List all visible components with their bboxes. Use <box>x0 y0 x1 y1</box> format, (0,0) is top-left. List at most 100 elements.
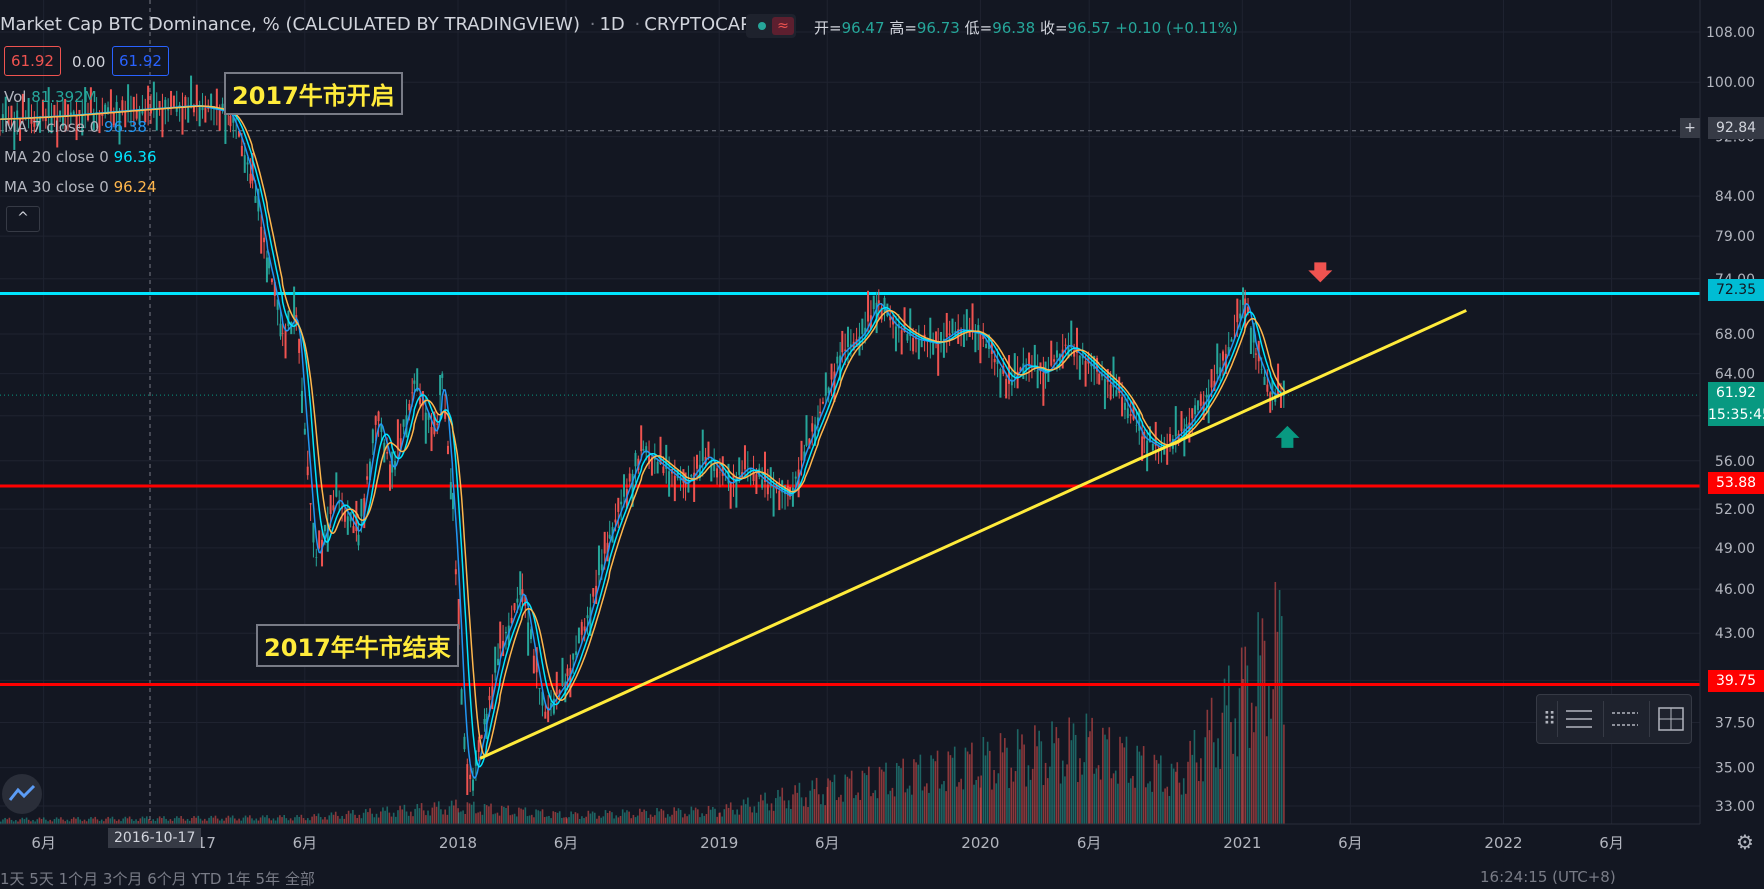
volume-bar <box>1180 794 1183 824</box>
volume-bar <box>949 755 952 824</box>
buy-price-button[interactable]: 61.92 <box>112 46 169 76</box>
volume-bar <box>716 816 718 824</box>
volume-bar <box>227 815 230 824</box>
volume-bar <box>993 770 995 824</box>
volume-bar <box>1182 778 1185 824</box>
volume-bar <box>744 804 747 824</box>
volume-bar <box>583 818 585 824</box>
volume-bar <box>279 815 281 824</box>
line-tool-icon[interactable] <box>1557 701 1600 737</box>
x-tick-label-10: 6月 <box>1338 834 1363 852</box>
y-tick-label-0: 108.00 <box>1706 25 1755 41</box>
volume-bar <box>85 821 88 824</box>
volume-bar <box>105 818 107 824</box>
volume-bar <box>751 812 753 824</box>
volume-bar <box>701 813 703 824</box>
volume-bar <box>827 778 829 824</box>
volume-bar <box>1172 768 1175 824</box>
volume-bar <box>1049 766 1051 824</box>
volume-bar <box>369 808 371 824</box>
chart-interval[interactable]: 1D <box>599 14 625 35</box>
volume-bar <box>382 807 384 824</box>
horizontal-lines[interactable] <box>0 130 1700 687</box>
volume-bar <box>1102 727 1104 824</box>
volume-bar <box>249 815 251 824</box>
volume-bar <box>399 805 401 824</box>
volume-bar <box>1089 731 1091 824</box>
volume-bar <box>1036 746 1038 824</box>
status-indicator[interactable]: ≈ <box>746 14 796 38</box>
trend-line[interactable] <box>479 309 1467 760</box>
volume-bar <box>1228 665 1230 824</box>
volume-bar <box>401 809 404 824</box>
range-selector[interactable]: 1天 5天 1个月 3个月 6个月 YTD 1年 5年 全部 <box>0 870 315 888</box>
volume-bar <box>947 751 950 824</box>
volume-bar <box>792 794 794 824</box>
x-tick-label-11: 2022 <box>1484 834 1522 852</box>
volume-bar <box>1259 655 1262 824</box>
volume-bars <box>0 581 1285 824</box>
indicator-vol[interactable]: Vol 81.392M <box>4 88 97 106</box>
volume-bar <box>995 783 998 824</box>
volume-bar <box>870 796 872 824</box>
volume-bar <box>550 818 552 824</box>
volume-bar <box>641 811 643 824</box>
volume-bar <box>184 820 187 824</box>
volume-bar <box>203 818 206 824</box>
settings-gear-icon[interactable]: ⚙ <box>1736 830 1754 854</box>
volume-bar <box>118 819 120 824</box>
volume-bar <box>266 815 268 824</box>
drag-handle-icon[interactable]: ⠿ <box>1543 709 1557 730</box>
volume-bar <box>861 770 864 824</box>
volume-bar <box>868 766 870 824</box>
volume-bar <box>1236 756 1239 824</box>
channel-tool-icon[interactable] <box>1603 701 1646 737</box>
volume-bar <box>1217 738 1219 824</box>
volume-bar <box>128 816 131 824</box>
measure-tool-icon[interactable] <box>1649 701 1692 737</box>
volume-bar <box>403 804 406 824</box>
spread-value: 0.00 <box>72 53 106 71</box>
volume-bar <box>1001 752 1004 824</box>
volume-bar <box>356 818 358 824</box>
indicator-ma30[interactable]: MA 30 close 0 96.24 <box>4 178 157 196</box>
x-tick-label-2: 6月 <box>293 834 318 852</box>
volume-bar <box>1079 758 1081 824</box>
volume-bar <box>1208 730 1211 824</box>
volume-bar <box>984 755 987 824</box>
volume-bar <box>19 819 21 824</box>
volume-bar <box>10 819 13 824</box>
indicator-ma20[interactable]: MA 20 close 0 96.36 <box>4 148 157 166</box>
volume-bar <box>654 815 656 824</box>
volume-bar <box>352 809 354 824</box>
volume-bar <box>1253 732 1255 824</box>
volume-bar <box>507 805 509 824</box>
volume-bar <box>201 820 204 824</box>
annotation-bull-start[interactable]: 2017牛市开启 <box>224 72 403 115</box>
volume-bar <box>259 817 262 824</box>
volume-bar <box>109 818 112 824</box>
volume-bar <box>197 815 200 824</box>
volume-bar <box>770 803 773 824</box>
volume-bar <box>462 810 464 824</box>
volume-bar <box>570 811 572 824</box>
annotation-bull-end[interactable]: 2017年牛市结束 <box>256 624 459 667</box>
volume-bar <box>1046 778 1049 824</box>
y-tick-label-11: 49.00 <box>1715 541 1755 557</box>
crosshair-plus-icon[interactable]: + <box>1680 118 1700 138</box>
volume-bar <box>17 821 19 824</box>
drawing-toolbox[interactable]: ⠿ <box>1536 694 1692 744</box>
volume-bar <box>326 819 328 824</box>
volume-bar <box>1112 773 1115 824</box>
tradingview-logo-icon[interactable] <box>2 774 42 814</box>
x-tick-label-5: 2019 <box>700 834 738 852</box>
volume-bar <box>541 809 544 824</box>
collapse-legend-button[interactable]: ^ <box>6 206 40 232</box>
sell-price-button[interactable]: 61.92 <box>4 46 61 76</box>
volume-bar <box>602 816 605 824</box>
status-dot-icon <box>758 22 766 30</box>
volume-bar <box>319 817 322 824</box>
indicator-ma7[interactable]: MA 7 close 0 96.38 <box>4 118 147 136</box>
volume-bar <box>485 805 488 824</box>
